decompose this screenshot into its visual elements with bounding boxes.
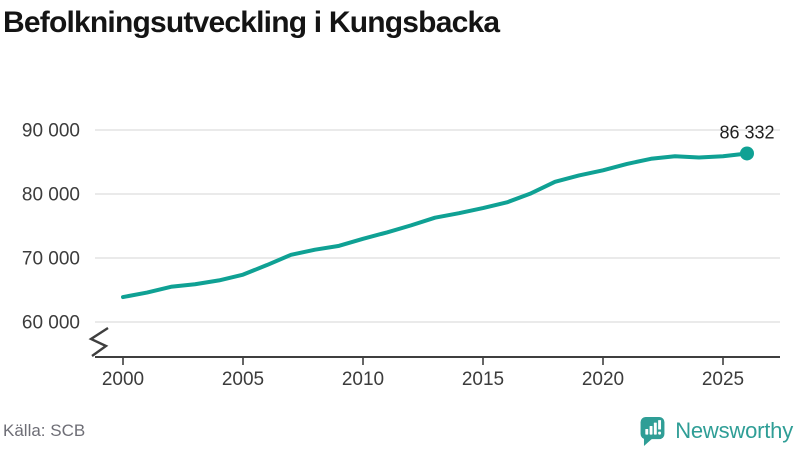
newsworthy-logo-icon: [640, 416, 665, 446]
y-axis-break-icon: [88, 326, 109, 357]
end-point-dot: [740, 146, 754, 161]
x-axis-label: 2005: [222, 369, 264, 390]
chart-footer: Källa: SCB Newsworthy: [0, 412, 800, 450]
end-value-label: 86 332: [719, 122, 774, 142]
x-axis-label: 2010: [342, 369, 384, 390]
population-line: [121, 151, 749, 300]
y-axis-label: 90 000: [22, 121, 80, 142]
y-axis-label: 80 000: [22, 185, 80, 206]
y-axis-label: 70 000: [22, 249, 80, 270]
source-note: Källa: SCB: [3, 421, 86, 440]
x-axis-label: 2000: [102, 369, 144, 390]
x-axis-label: 2020: [582, 369, 624, 390]
x-axis-label: 2025: [702, 369, 744, 390]
chart-title: Befolkningsutveckling i Kungsbacka: [3, 6, 500, 39]
newsworthy-logo-text: Newsworthy: [675, 418, 793, 443]
y-axis-label: 60 000: [22, 313, 80, 334]
population-line-chart: 60 000 70 000 80 000 90 000 86 332 2000 2005 20…: [22, 121, 780, 390]
newsworthy-logo[interactable]: Newsworthy: [638, 415, 793, 448]
x-axis-label: 2015: [462, 369, 504, 390]
